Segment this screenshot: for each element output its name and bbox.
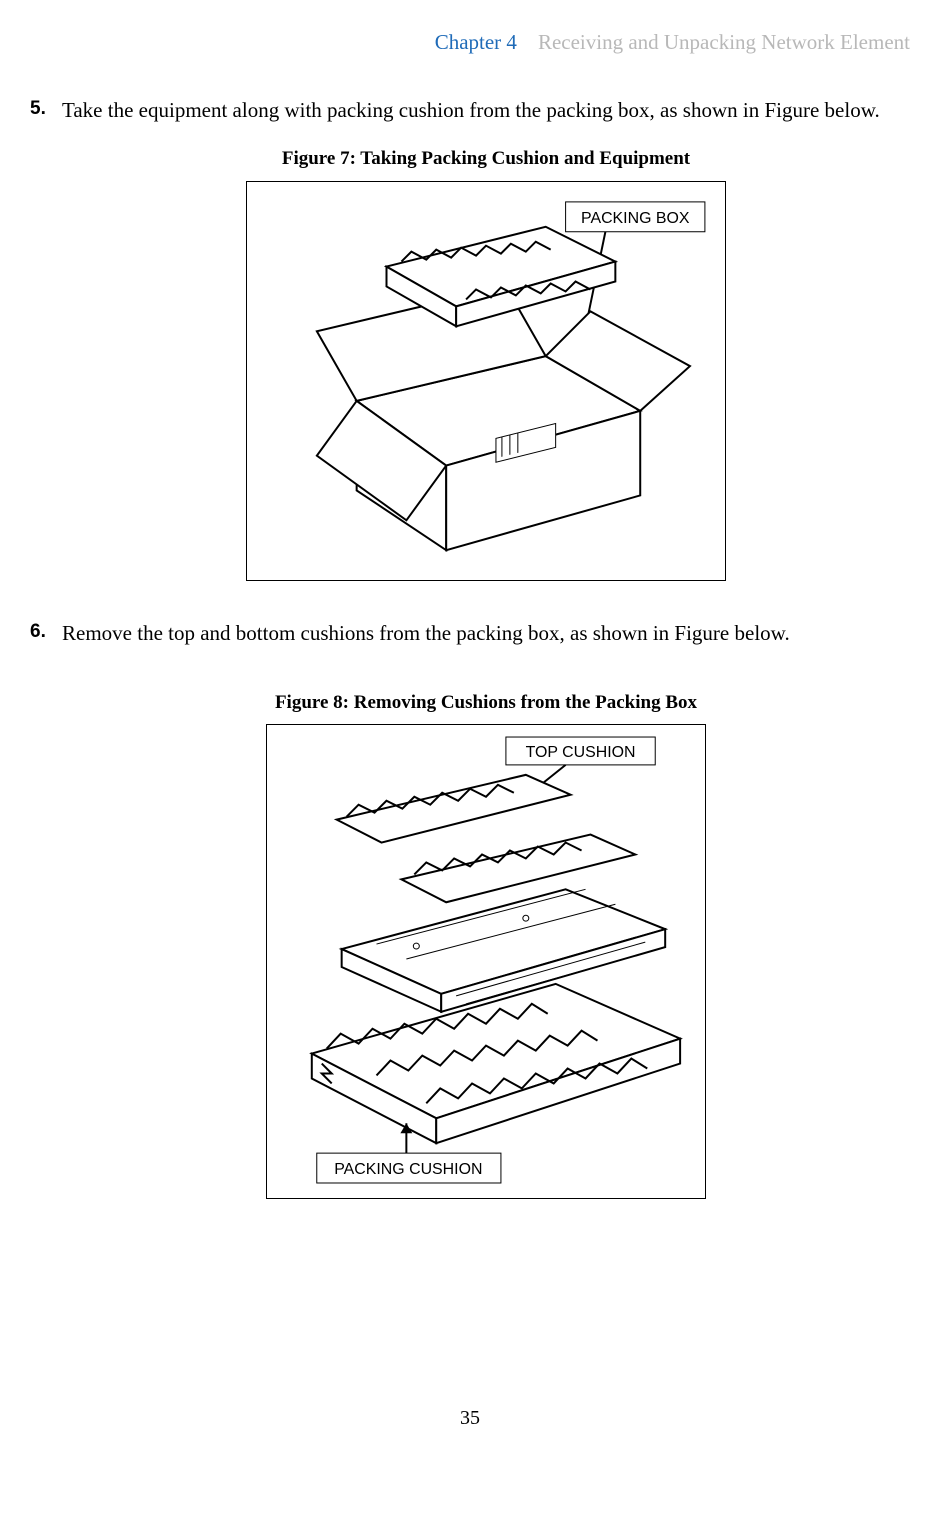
step-list: Take the equipment along with packing cu… xyxy=(30,95,910,1207)
step-6: Remove the top and bottom cushions from … xyxy=(30,618,910,1206)
figure-8-block: Figure 8: Removing Cushions from the Pac… xyxy=(62,689,910,1207)
page-number: 35 xyxy=(30,1407,910,1430)
step-5-text: Take the equipment along with packing cu… xyxy=(62,98,880,122)
figure-7-block: Figure 7: Taking Packing Cushion and Equ… xyxy=(62,145,910,588)
figure-7-frame: PACKING BOX xyxy=(246,181,726,581)
figure-7-svg: PACKING BOX xyxy=(247,182,725,580)
fig8-top-cushion-icon xyxy=(337,775,636,902)
figure-8-frame: TOP CUSHION xyxy=(266,724,706,1199)
chapter-number: Chapter 4 xyxy=(435,30,517,54)
fig7-label-packing-box: PACKING BOX xyxy=(581,210,690,227)
figure-7-caption: Figure 7: Taking Packing Cushion and Equ… xyxy=(62,145,910,173)
step-5: Take the equipment along with packing cu… xyxy=(30,95,910,588)
fig8-label-packing-cushion: PACKING CUSHION xyxy=(334,1161,482,1178)
step-6-text: Remove the top and bottom cushions from … xyxy=(62,621,790,645)
chapter-header: Chapter 4 Receiving and Unpacking Networ… xyxy=(30,30,910,55)
fig8-equipment-icon xyxy=(342,890,666,1012)
fig8-label-top-cushion: TOP CUSHION xyxy=(526,744,636,761)
fig8-bottom-cushion-icon xyxy=(312,984,680,1143)
figure-8-svg: TOP CUSHION xyxy=(267,725,705,1198)
chapter-spacer xyxy=(522,30,533,54)
figure-8-caption: Figure 8: Removing Cushions from the Pac… xyxy=(62,689,910,717)
chapter-title: Receiving and Unpacking Network Element xyxy=(538,30,910,54)
